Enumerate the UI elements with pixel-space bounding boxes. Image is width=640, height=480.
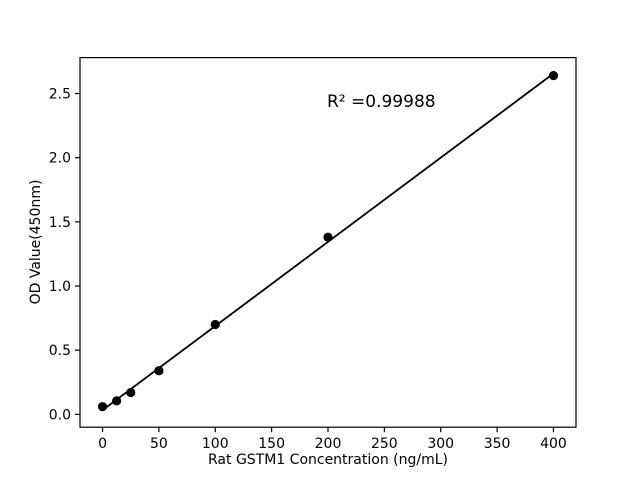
y-tick-label: 0.0 [49,407,71,423]
x-tick-label: 0 [98,436,107,452]
data-point [97,402,108,412]
data-point [112,396,122,406]
data-point [210,319,220,330]
y-tick-label: 2.5 [49,87,71,103]
x-tick-label: 100 [202,436,229,452]
data-point [323,232,333,242]
chart-generated-layer: 0 50 100 150 200 250 300 350 400 0.0 0.5 1.0 1.5 2.0 2… [49,56,577,452]
x-tick-label: 50 [150,436,168,452]
x-tick-label: 350 [484,436,511,452]
x-tick-label: 250 [371,436,398,452]
y-tick-label: 1.0 [49,279,71,295]
y-axis-label: OD Value(450nm) [28,180,44,305]
y-tick-label: 0.5 [49,343,71,359]
x-tick-label: 300 [427,436,454,452]
data-point [548,70,559,81]
y-tick-label: 2.0 [49,151,71,167]
x-tick-label: 400 [540,436,567,452]
x-tick-label: 200 [315,436,342,452]
x-axis-label: Rat GSTM1 Concentration (ng/mL) [208,452,448,468]
r-squared-annotation: R² =0.99988 [327,92,436,112]
plot-border [79,56,577,428]
y-tick-label: 1.5 [49,215,71,231]
data-point [126,387,136,398]
x-tick-label: 150 [258,436,285,452]
data-point [154,366,164,376]
